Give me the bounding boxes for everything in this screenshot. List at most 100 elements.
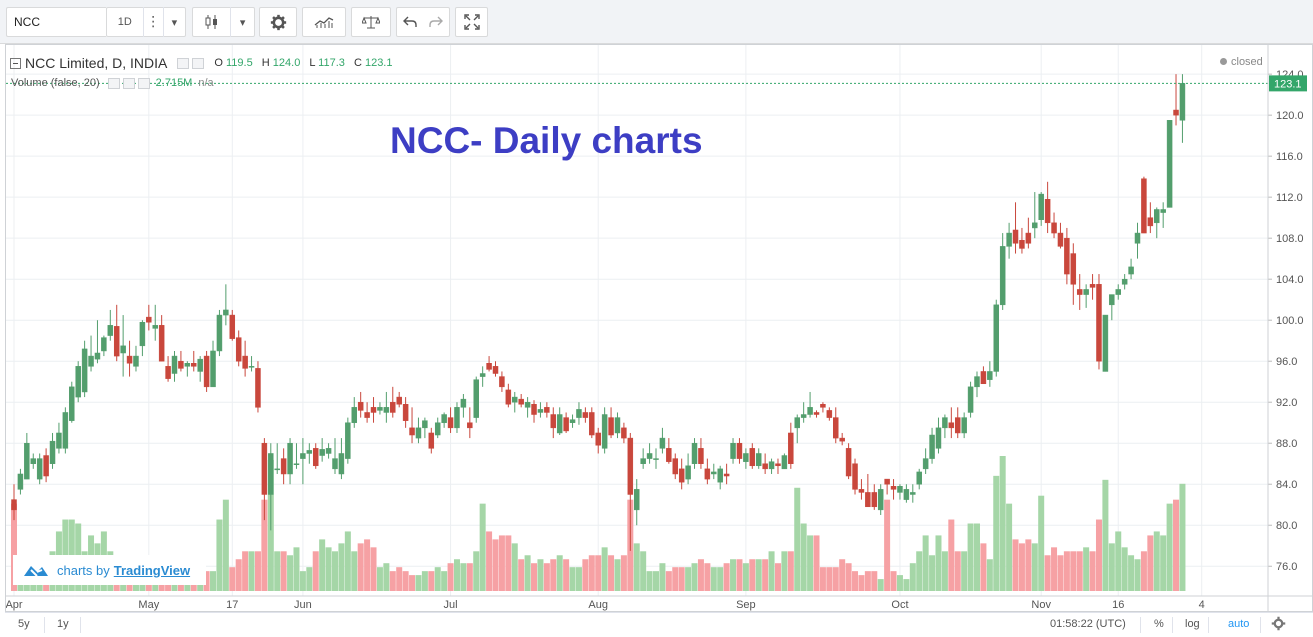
candle-body (268, 453, 274, 495)
candle (942, 414, 948, 439)
price-tick-label: 100.0 (1276, 315, 1304, 327)
chart-pane[interactable]: 76.0 80.0 84.0 88.0 92.0 96.0 100.0 104.0 108.0 1… (5, 44, 1313, 613)
open-label: O (214, 57, 223, 69)
range-1y-button[interactable]: 1y (57, 618, 69, 630)
candle (576, 402, 582, 425)
compare-button[interactable] (351, 7, 391, 37)
volume-bar (903, 579, 910, 591)
candle-body (312, 448, 319, 467)
candle-body (627, 437, 634, 495)
candle (768, 458, 775, 474)
candle (512, 391, 518, 413)
candle-body (942, 417, 948, 429)
candle-body (550, 414, 557, 429)
candle (255, 361, 261, 413)
candle (101, 335, 107, 357)
candle (858, 479, 865, 500)
candle (88, 335, 94, 372)
interval-button[interactable]: 1D (117, 16, 132, 28)
candles-icon[interactable] (193, 14, 230, 30)
candle (36, 453, 43, 485)
fullscreen-button[interactable] (455, 7, 488, 37)
indicators-button[interactable] (302, 7, 346, 37)
candle-body (396, 396, 402, 405)
range-5y-button[interactable]: 5y (18, 618, 30, 630)
candle-body (633, 489, 640, 511)
candle-body (158, 325, 165, 362)
volume-bar (595, 555, 602, 591)
volume-bar (710, 567, 717, 591)
candle (1089, 274, 1096, 300)
candle (544, 402, 550, 418)
volume-bar (1025, 539, 1032, 591)
volume-settings-icon[interactable] (122, 77, 135, 89)
more-options-icon[interactable]: ⋮ (146, 14, 161, 30)
candle (133, 345, 139, 372)
candle-body (293, 463, 300, 465)
undo-redo-group (396, 7, 450, 37)
volume-bar (896, 575, 903, 591)
undo-icon[interactable] (397, 16, 423, 28)
volume-visibility-icon[interactable] (107, 77, 120, 89)
volume-bar (248, 551, 255, 591)
candle (505, 383, 512, 408)
volume-bar (588, 555, 595, 591)
candle-body (107, 325, 114, 336)
chart-canvas[interactable]: 76.0 80.0 84.0 88.0 92.0 96.0 100.0 104.0 108.0 1… (6, 45, 1313, 613)
interval-dropdown-icon[interactable]: ▾ (171, 15, 178, 29)
candle (948, 407, 955, 439)
volume-remove-icon[interactable] (137, 77, 150, 89)
collapse-legend-icon[interactable] (10, 57, 21, 69)
visibility-icon[interactable] (177, 57, 190, 69)
volume-bar (678, 567, 685, 591)
symbol-search-input[interactable] (6, 7, 106, 37)
volume-bar (640, 551, 647, 591)
candle (871, 484, 878, 510)
candle-body (383, 407, 390, 413)
branding-link[interactable]: TradingView (113, 562, 191, 578)
candle-body (126, 355, 133, 364)
candle-body (402, 404, 409, 421)
candle-body (62, 412, 69, 449)
volume-bar (839, 559, 846, 591)
volume-bar (1121, 547, 1128, 591)
high-label: H (261, 57, 270, 69)
candle-body (274, 468, 280, 471)
candle (852, 458, 858, 495)
auto-scale-button[interactable]: auto (1228, 618, 1250, 630)
chart-style-dropdown-icon[interactable]: ▾ (239, 15, 246, 29)
candle (447, 407, 454, 433)
candle (152, 304, 158, 341)
volume-ma-value: n/a (198, 77, 214, 89)
candle-body (255, 368, 261, 408)
volume-bar (723, 563, 730, 591)
volume-bar (1006, 503, 1013, 591)
bottom-toolbar: 5y 1y 01:58:22 (UTC) % log auto (5, 612, 1313, 637)
volume-bar (492, 539, 499, 591)
candle-body (1064, 237, 1070, 275)
candle (865, 473, 871, 508)
candle-body (1051, 222, 1057, 234)
volume-bar (961, 551, 968, 591)
candle-body (261, 442, 268, 495)
candle (627, 432, 634, 551)
price-tick-label: 76.0 (1276, 561, 1297, 573)
volume-bar (704, 563, 711, 591)
chart-properties-button[interactable] (1271, 616, 1286, 634)
legend-settings-icon[interactable] (192, 57, 205, 69)
volume-bar (254, 551, 261, 591)
settings-button[interactable] (259, 7, 297, 37)
candle-body (120, 345, 126, 354)
candle (775, 458, 781, 474)
percent-scale-button[interactable]: % (1154, 618, 1164, 630)
volume-bar (312, 551, 319, 591)
candle-body (1128, 266, 1134, 275)
fullscreen-icon (463, 14, 480, 30)
redo-icon[interactable] (423, 16, 449, 28)
volume-bar (344, 531, 351, 591)
candle-body (922, 458, 929, 470)
log-scale-button[interactable]: log (1185, 618, 1200, 630)
legend-title: NCC Limited, D, INDIA (25, 55, 168, 71)
candle-body (512, 396, 518, 403)
tradingview-branding[interactable]: charts by TradingView (13, 555, 206, 585)
